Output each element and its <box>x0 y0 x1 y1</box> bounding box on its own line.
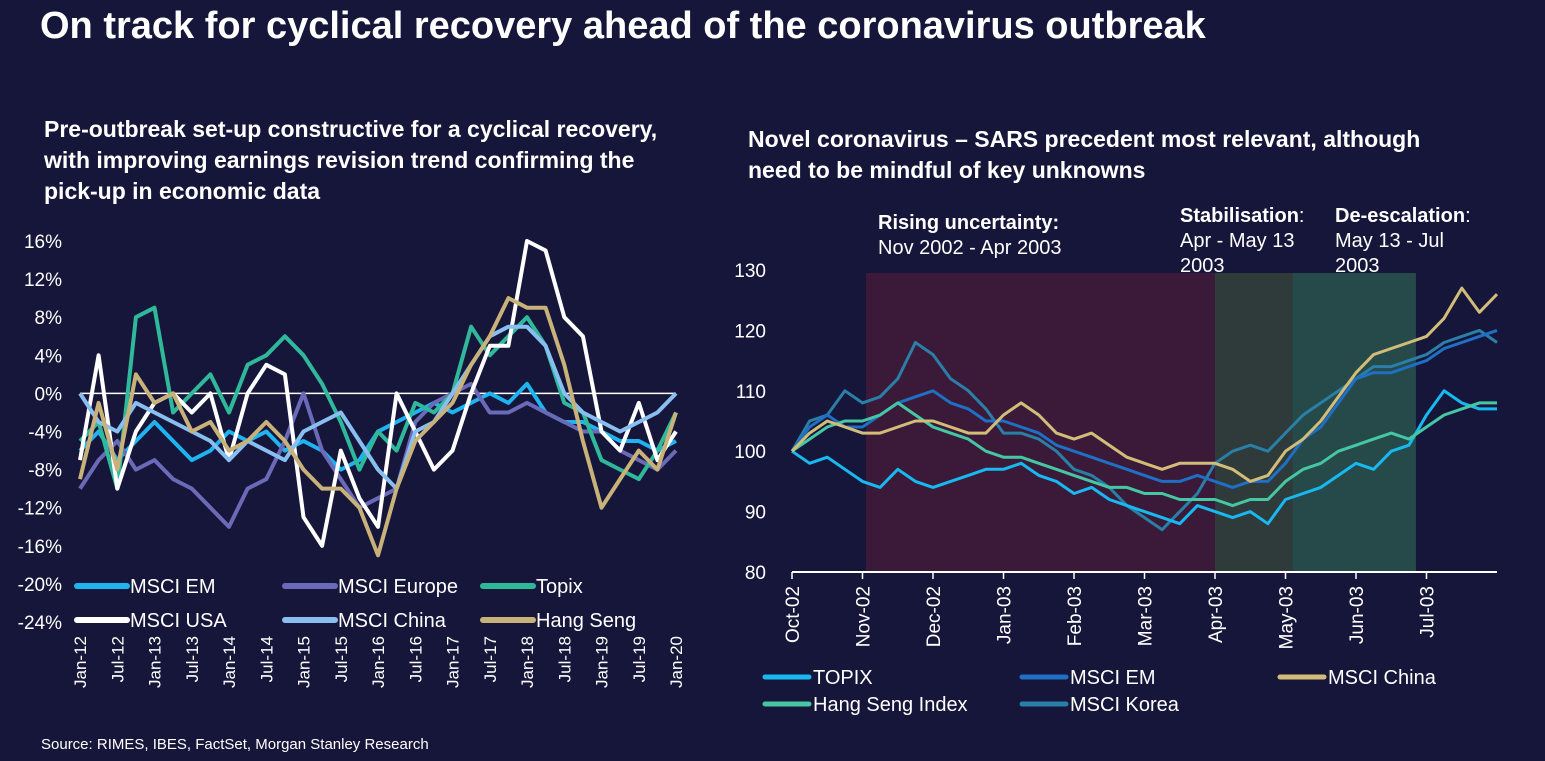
left-x-tick-label: Jan-20 <box>667 636 686 688</box>
left-y-tick-label: 4% <box>35 346 63 367</box>
left-x-tick-label: Jan-13 <box>146 636 165 688</box>
right-x-tick-label: Mar-03 <box>1136 586 1157 646</box>
left-x-tick-label: Jul-19 <box>630 636 649 682</box>
left-series-hang-seng <box>78 296 678 558</box>
right-x-tick-label: Oct-02 <box>783 586 804 643</box>
left-x-tick-label: Jul-14 <box>257 636 276 682</box>
right-legend-label: TOPIX <box>813 667 873 689</box>
right-series-hang-seng-index <box>791 401 1497 508</box>
left-x-tick-label: Jan-16 <box>369 636 388 688</box>
right-legend-label: MSCI Korea <box>1070 694 1180 716</box>
right-x-tick-label: Jan-03 <box>995 586 1016 644</box>
rising-uncertainty-title: Rising uncertainty: <box>878 212 1060 234</box>
left-legend-label: Hang Seng <box>536 610 636 632</box>
left-y-tick-label: -12% <box>18 499 62 520</box>
right-y-tick-label: 90 <box>745 503 766 524</box>
stabilisation-colon: : <box>1298 205 1305 227</box>
right-x-tick-label: Dec-02 <box>924 586 945 647</box>
left-x-tick-label: Jul-16 <box>406 636 425 682</box>
right-legend-label: MSCI EM <box>1070 667 1156 689</box>
left-y-tick-label: 12% <box>24 270 62 291</box>
stabilisation-band <box>1215 273 1293 572</box>
right-chart: 130 120 110 100 90 80 Oct-02 Nov-02 Dec-02 Jan-03… <box>734 261 1499 716</box>
stabilisation-annotation: Stabilisation: Apr - May 13 2003 <box>1180 204 1320 279</box>
left-x-tick-label: Jan-18 <box>518 636 537 688</box>
left-y-tick-label: 16% <box>24 232 62 253</box>
left-y-tick-label: -24% <box>18 613 62 634</box>
left-chart: 16% 12% 8% 4% 0% -4% -8% -12% -16% -20% -24% Jan-12… <box>18 232 686 688</box>
left-legend-label: MSCI EM <box>130 576 216 598</box>
right-series-topix <box>791 389 1497 526</box>
right-x-tick-label: Jun-03 <box>1347 586 1368 644</box>
de-escalation-range: May 13 - Jul 2003 <box>1335 230 1444 277</box>
right-y-tick-label: 120 <box>734 321 766 342</box>
right-x-tick-label: Apr-03 <box>1206 586 1227 643</box>
left-x-tick-label: Jul-18 <box>555 636 574 682</box>
left-x-tick-label: Jul-17 <box>481 636 500 682</box>
left-legend-label: MSCI USA <box>130 610 227 632</box>
right-x-tick-label: Feb-03 <box>1065 586 1086 646</box>
source-note: Source: RIMES, IBES, FactSet, Morgan Sta… <box>41 736 429 753</box>
right-legend-label: Hang Seng Index <box>813 694 968 716</box>
left-x-tick-label: Jan-15 <box>295 636 314 688</box>
left-y-tick-label: -8% <box>28 461 62 482</box>
left-x-tick-label: Jan-19 <box>593 636 612 688</box>
left-chart-subtitle: Pre-outbreak set-up constructive for a c… <box>44 116 658 204</box>
left-x-tick-label: Jan-14 <box>220 636 239 688</box>
right-series-msci-korea <box>790 328 1498 532</box>
left-series-msci-usa <box>78 239 678 548</box>
rising-uncertainty-annotation: Rising uncertainty: Nov 2002 - Apr 2003 <box>878 211 1061 261</box>
right-legend-label: MSCI China <box>1328 667 1437 689</box>
left-legend-label: Topix <box>536 576 583 598</box>
right-x-tick-label: Jul-03 <box>1418 586 1439 638</box>
right-x-tick-label: Nov-02 <box>854 586 875 647</box>
rising-uncertainty-range: Nov 2002 - Apr 2003 <box>878 237 1062 259</box>
left-y-tick-label: -16% <box>18 537 62 558</box>
left-y-tick-label: -20% <box>18 575 62 596</box>
left-x-tick-label: Jul-15 <box>332 636 351 682</box>
stabilisation-title: Stabilisation <box>1180 205 1299 227</box>
left-y-tick-label: 8% <box>35 308 63 329</box>
right-series-msci-em <box>790 328 1498 489</box>
page-title: On track for cyclical recovery ahead of … <box>40 5 1206 47</box>
left-y-tick-label: -4% <box>28 423 62 444</box>
left-x-tick-label: Jan-17 <box>444 636 463 688</box>
right-y-tick-label: 80 <box>745 563 766 584</box>
right-y-tick-label: 130 <box>734 261 766 282</box>
right-y-tick-label: 100 <box>734 442 766 463</box>
de-escalation-band <box>1292 273 1416 572</box>
stabilisation-range: Apr - May 13 2003 <box>1180 230 1295 277</box>
de-escalation-annotation: De-escalation: May 13 - Jul 2003 <box>1335 204 1485 279</box>
left-legend-label: MSCI Europe <box>338 576 458 598</box>
right-chart-subtitle: Novel coronavirus – SARS precedent most … <box>748 126 1421 183</box>
left-x-tick-label: Jul-12 <box>108 636 127 682</box>
de-escalation-title: De-escalation <box>1335 205 1466 227</box>
left-x-tick-label: Jan-12 <box>71 636 90 688</box>
left-series-msci-europe <box>78 381 678 529</box>
left-y-tick-label: 0% <box>35 384 63 405</box>
left-series-msci-china <box>78 324 678 491</box>
de-escalation-colon: : <box>1465 205 1471 227</box>
left-legend-label: MSCI China <box>338 610 447 632</box>
right-series-msci-china <box>790 286 1499 483</box>
right-x-tick-label: May-03 <box>1277 586 1298 649</box>
right-y-tick-label: 110 <box>736 382 766 403</box>
left-x-tick-label: Jul-13 <box>183 636 202 682</box>
